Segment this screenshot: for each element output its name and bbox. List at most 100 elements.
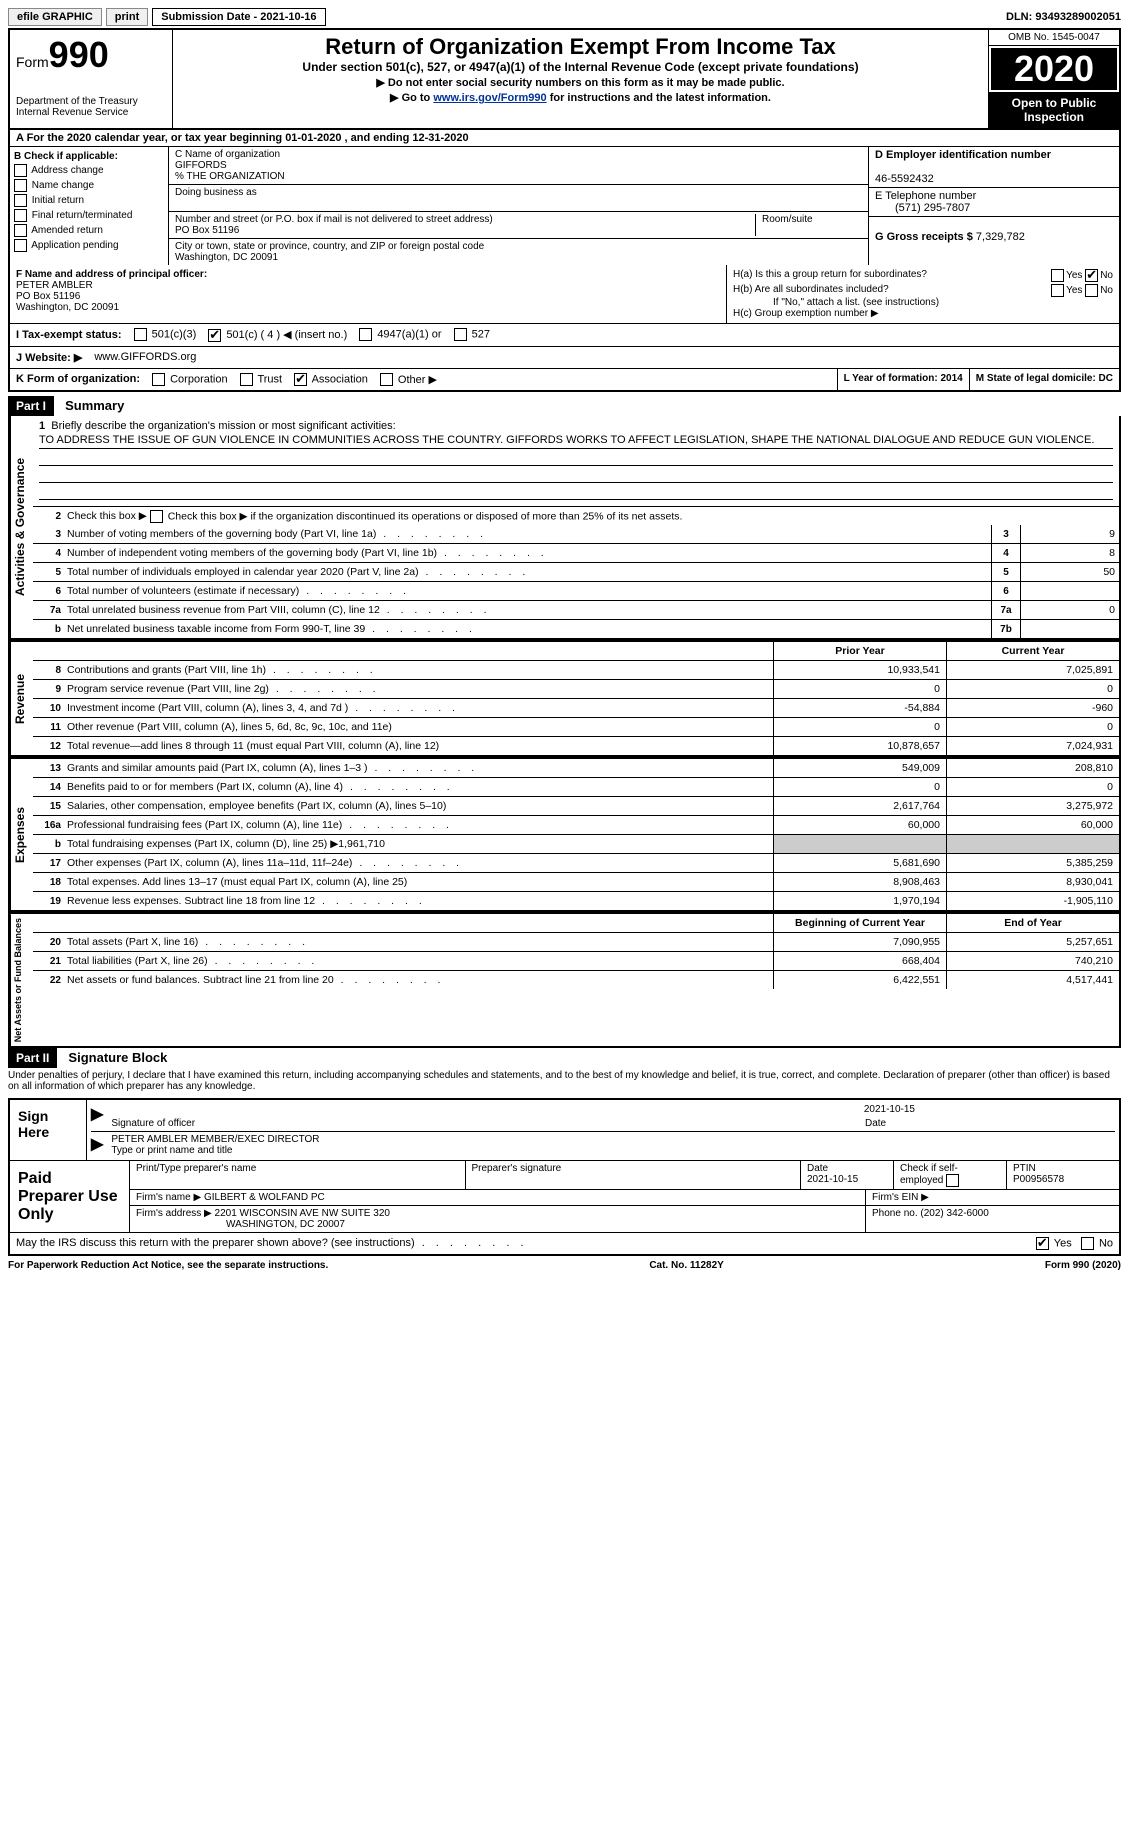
line15-label: Salaries, other compensation, employee b… [67,798,773,814]
chk-ha-no[interactable] [1085,269,1098,282]
line13-curr: 208,810 [946,759,1119,777]
line5-val: 50 [1020,563,1119,581]
line22-label: Net assets or fund balances. Subtract li… [67,972,773,988]
line12-curr: 7,024,931 [946,737,1119,755]
line9-prior: 0 [773,680,946,698]
firm-name-val: GILBERT & WOLFAND PC [204,1192,325,1203]
irs-link[interactable]: www.irs.gov/Form990 [433,92,546,104]
ein-value: 46-5592432 [875,173,934,185]
part-1-header: Part I [8,396,54,416]
m-state: M State of legal domicile: DC [976,373,1113,384]
line19-curr: -1,905,110 [946,892,1119,910]
line8-prior: 10,933,541 [773,661,946,679]
efile-button[interactable]: efile GRAPHIC [8,8,102,26]
chk-address-change[interactable] [14,164,27,177]
line7b-label: Net unrelated business taxable income fr… [67,621,991,637]
type-name-label: Type or print name and title [111,1145,1115,1156]
prep-sig-label: Preparer's signature [472,1163,562,1174]
chk-discuss-yes[interactable] [1036,1237,1049,1250]
goto-pre: ▶ Go to [390,92,433,104]
officer-label: F Name and address of principal officer: [16,269,207,280]
paid-preparer-label: Paid Preparer Use Only [10,1161,130,1232]
chk-527[interactable] [454,328,467,341]
line10-curr: -960 [946,699,1119,717]
line21-prior: 668,404 [773,952,946,970]
print-button[interactable]: print [106,8,148,26]
chk-line2[interactable] [150,510,163,523]
chk-discuss-no[interactable] [1081,1237,1094,1250]
chk-name-change[interactable] [14,179,27,192]
header-line-1: ▶ Do not enter social security numbers o… [177,76,984,89]
name-label: C Name of organization [175,149,280,160]
chk-501c3[interactable] [134,328,147,341]
firm-addr-val: 2201 WISCONSIN AVE NW SUITE 320 [215,1208,390,1219]
line12-label: Total revenue—add lines 8 through 11 (mu… [67,738,773,754]
row-j: J Website: ▶ www.GIFFORDS.org [8,347,1121,369]
line7b-val [1020,620,1119,638]
form-title: Return of Organization Exempt From Incom… [177,34,984,60]
hb-note: If "No," attach a list. (see instruction… [773,297,1113,308]
firm-ein-label: Firm's EIN ▶ [872,1192,929,1203]
line18-prior: 8,908,463 [773,873,946,891]
chk-ha-yes[interactable] [1051,269,1064,282]
chk-other[interactable] [380,373,393,386]
chk-corp[interactable] [152,373,165,386]
info-grid: B Check if applicable: Address change Na… [8,147,1121,265]
line7a-label: Total unrelated business revenue from Pa… [67,602,991,618]
date-label: Date [865,1118,1115,1129]
line20-label: Total assets (Part X, line 16) [67,934,773,950]
chk-501c[interactable] [208,329,221,342]
line8-curr: 7,025,891 [946,661,1119,679]
tel-value: (571) 295-7807 [875,202,970,214]
line11-prior: 0 [773,718,946,736]
line3-label: Number of voting members of the governin… [67,526,991,542]
goto-post: for instructions and the latest informat… [547,92,771,104]
chk-amended[interactable] [14,224,27,237]
line14-prior: 0 [773,778,946,796]
begin-year-header: Beginning of Current Year [773,914,946,932]
open-public: Open to Public Inspection [989,92,1119,128]
column-d: D Employer identification number 46-5592… [869,147,1119,265]
line14-label: Benefits paid to or for members (Part IX… [67,779,773,795]
arrow-icon-2: ▶ [91,1134,103,1156]
sign-here-label: Sign Here [10,1100,87,1160]
line21-curr: 740,210 [946,952,1119,970]
city-value: Washington, DC 20091 [175,252,278,263]
chk-4947[interactable] [359,328,372,341]
line15-prior: 2,617,764 [773,797,946,815]
firm-addr-label: Firm's address ▶ [136,1208,212,1219]
mission-text: TO ADDRESS THE ISSUE OF GUN VIOLENCE IN … [39,434,1113,449]
officer-printed: PETER AMBLER MEMBER/EXEC DIRECTOR [111,1134,1115,1145]
officer-name: PETER AMBLER [16,280,93,291]
chk-final-return[interactable] [14,209,27,222]
chk-pending[interactable] [14,239,27,252]
line9-curr: 0 [946,680,1119,698]
row-i: I Tax-exempt status: 501(c)(3) 501(c) ( … [8,324,1121,347]
addr-label: Number and street (or P.O. box if mail i… [175,214,493,225]
row-a-tax-year: A For the 2020 calendar year, or tax yea… [8,130,1121,147]
omb-number: OMB No. 1545-0047 [989,30,1119,46]
line13-label: Grants and similar amounts paid (Part IX… [67,760,773,776]
phone-val: (202) 342-6000 [920,1208,988,1219]
chk-hb-yes[interactable] [1051,284,1064,297]
line16a-prior: 60,000 [773,816,946,834]
dba-label: Doing business as [175,187,257,198]
col-b-label: B Check if applicable: [14,151,118,162]
signature-block: Sign Here ▶ 2021-10-15 Signature of offi… [8,1098,1121,1256]
line16a-curr: 60,000 [946,816,1119,834]
line22-curr: 4,517,441 [946,971,1119,989]
line3-val: 9 [1020,525,1119,543]
chk-self-employed[interactable] [946,1174,959,1187]
irs-label: Internal Revenue Service [16,107,166,118]
current-year-header: Current Year [946,642,1119,660]
line8-label: Contributions and grants (Part VIII, lin… [67,662,773,678]
hc-label: H(c) Group exemption number ▶ [733,308,1113,319]
chk-initial-return[interactable] [14,194,27,207]
form-label: Form [16,54,49,70]
chk-trust[interactable] [240,373,253,386]
line2: Check this box ▶ Check this box ▶ if the… [67,508,1119,525]
end-year-header: End of Year [946,914,1119,932]
chk-assoc[interactable] [294,373,307,386]
line11-curr: 0 [946,718,1119,736]
chk-hb-no[interactable] [1085,284,1098,297]
